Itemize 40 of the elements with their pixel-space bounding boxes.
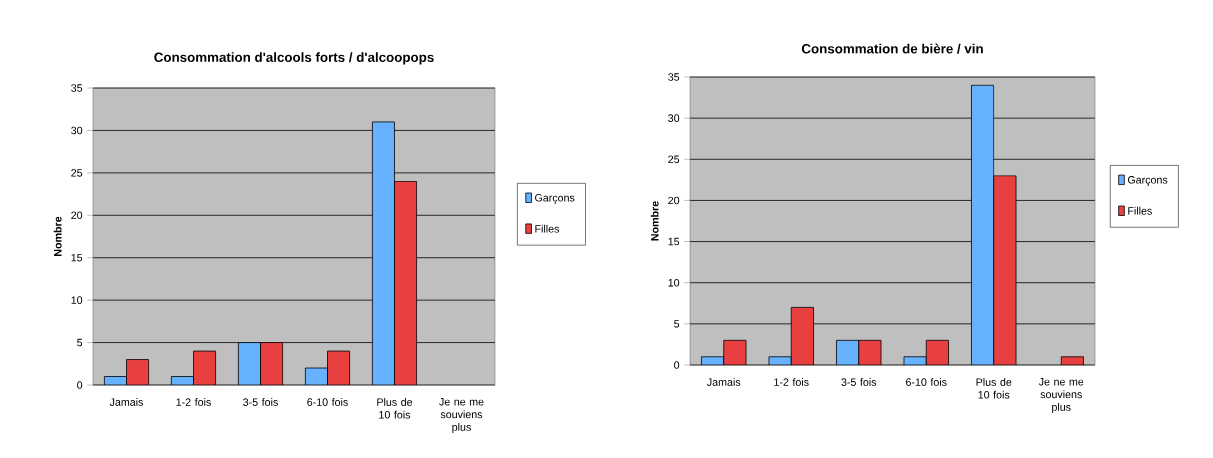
bar — [1060, 356, 1084, 365]
x-tick-label: 3-5 fois — [841, 378, 877, 386]
y-tick-label: 25 — [668, 155, 680, 164]
y-tick-label: 25 — [71, 169, 83, 177]
y-tick-label: 5 — [77, 338, 83, 347]
bar — [371, 121, 395, 385]
x-tick-label: Jamais — [707, 378, 741, 386]
x-tick-label: Jamais — [109, 398, 144, 406]
y-tick-label: 30 — [71, 126, 83, 135]
y-tick-label: 15 — [668, 237, 680, 246]
x-tick-label: 1-2 fois — [774, 378, 809, 386]
x-tick-label: Je ne me souviens plus — [439, 398, 484, 433]
y-tick-label: 5 — [674, 320, 680, 328]
y-tick-label: 0 — [674, 361, 680, 369]
y-tick-label: 35 — [668, 73, 680, 81]
x-tick-label: 6-10 fois — [307, 398, 348, 406]
x-tick-label: 1-2 fois — [176, 398, 211, 406]
x-tick-label: 6-10 fois — [906, 378, 947, 386]
y-tick-label: 15 — [71, 253, 83, 262]
y-tick-label: 10 — [668, 278, 680, 287]
chart-title: Consommation de bière / vin — [801, 43, 983, 54]
x-tick-label: Je ne me souviens plus — [1038, 378, 1084, 413]
legend-label: Garçons — [535, 193, 575, 204]
y-tick-label: 20 — [71, 211, 83, 220]
x-tick-label: Plus de 10 fois — [377, 398, 413, 419]
y-axis-title: Nombre — [650, 201, 659, 241]
x-tick-label: 3-5 fois — [243, 398, 278, 406]
bar — [971, 84, 995, 365]
legend-label: Garçons — [1127, 176, 1168, 186]
legend-label: Filles — [1128, 206, 1152, 215]
y-tick-label: 30 — [668, 114, 680, 122]
legend-label: Filles — [535, 224, 560, 233]
bar — [237, 342, 261, 385]
x-tick-label: Plus de 10 fois — [976, 378, 1012, 399]
y-tick-label: 35 — [71, 84, 83, 92]
chart-title: Consommation d'alcools forts / d'alcoopops — [154, 52, 434, 65]
y-tick-label: 20 — [668, 196, 680, 205]
y-tick-label: 0 — [77, 381, 83, 389]
y-axis-title: Nombre — [53, 216, 62, 256]
y-tick-label: 10 — [71, 296, 83, 304]
